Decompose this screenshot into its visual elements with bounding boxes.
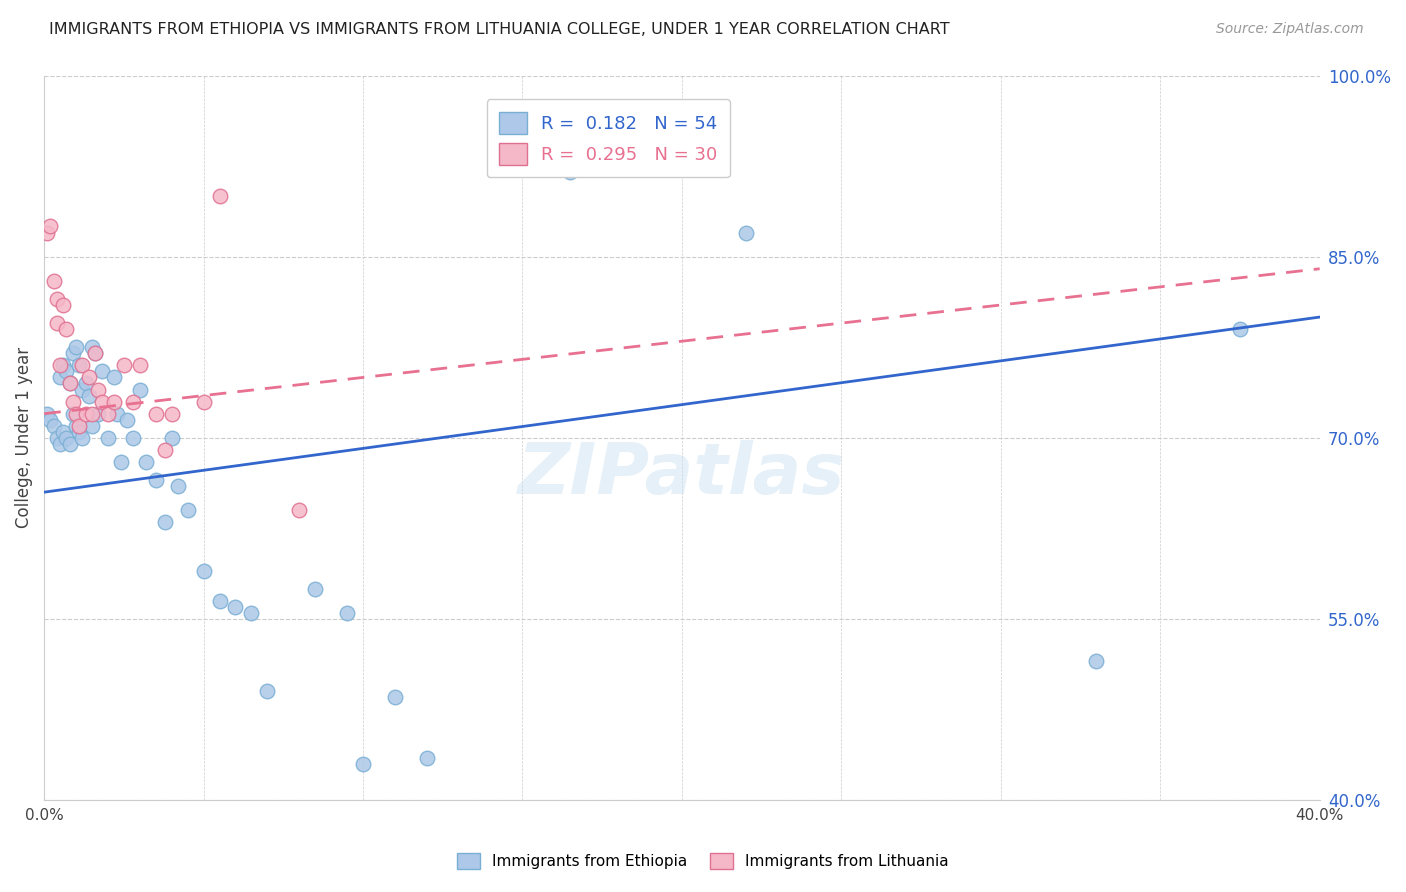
Point	[49, 437, 72, 451]
Point	[352, 756, 374, 771]
Point	[122, 431, 145, 445]
Point	[45, 316, 67, 330]
Point	[67, 425, 90, 439]
Point	[155, 516, 177, 530]
Point	[122, 394, 145, 409]
Point	[77, 370, 100, 384]
Point	[1085, 654, 1108, 668]
Point	[87, 383, 110, 397]
Point	[39, 413, 62, 427]
Point	[560, 165, 582, 179]
Point	[97, 431, 120, 445]
Point	[336, 606, 359, 620]
Point	[155, 442, 177, 457]
Point	[160, 407, 183, 421]
Point	[208, 189, 231, 203]
Point	[84, 346, 107, 360]
Point	[193, 394, 215, 409]
Legend: Immigrants from Ethiopia, Immigrants from Lithuania: Immigrants from Ethiopia, Immigrants fro…	[451, 847, 955, 875]
Point	[65, 407, 87, 421]
Point	[42, 418, 65, 433]
Point	[145, 407, 167, 421]
Point	[67, 359, 90, 373]
Point	[55, 322, 77, 336]
Point	[75, 407, 97, 421]
Point	[97, 407, 120, 421]
Point	[52, 425, 75, 439]
Point	[224, 599, 246, 614]
Point	[107, 407, 129, 421]
Point	[65, 340, 87, 354]
Point	[37, 226, 59, 240]
Point	[384, 690, 406, 705]
Point	[90, 394, 112, 409]
Point	[115, 413, 138, 427]
Point	[110, 455, 132, 469]
Point	[75, 376, 97, 391]
Text: Source: ZipAtlas.com: Source: ZipAtlas.com	[1216, 22, 1364, 37]
Point	[65, 418, 87, 433]
Point	[84, 346, 107, 360]
Point	[62, 394, 84, 409]
Point	[80, 418, 103, 433]
Point	[72, 359, 94, 373]
Point	[128, 383, 150, 397]
Point	[49, 370, 72, 384]
Point	[59, 376, 82, 391]
Point	[37, 407, 59, 421]
Point	[208, 594, 231, 608]
Point	[256, 684, 278, 698]
Point	[52, 298, 75, 312]
Point	[59, 437, 82, 451]
Point	[112, 359, 135, 373]
Point	[87, 407, 110, 421]
Point	[304, 582, 326, 596]
Point	[39, 219, 62, 234]
Point	[145, 473, 167, 487]
Point	[49, 359, 72, 373]
Point	[72, 383, 94, 397]
Point	[103, 394, 125, 409]
Point	[90, 364, 112, 378]
Point	[55, 364, 77, 378]
Point	[193, 564, 215, 578]
Point	[734, 226, 756, 240]
Point	[80, 340, 103, 354]
Point	[167, 479, 190, 493]
Text: ZIPatlas: ZIPatlas	[519, 440, 845, 508]
Point	[176, 503, 198, 517]
Point	[416, 751, 439, 765]
Point	[1229, 322, 1251, 336]
Y-axis label: College, Under 1 year: College, Under 1 year	[15, 347, 32, 528]
Point	[62, 346, 84, 360]
Point	[45, 292, 67, 306]
Point	[67, 418, 90, 433]
Point	[77, 388, 100, 402]
Point	[135, 455, 157, 469]
Point	[42, 274, 65, 288]
Point	[72, 431, 94, 445]
Point	[160, 431, 183, 445]
Point	[103, 370, 125, 384]
Point	[45, 431, 67, 445]
Point	[240, 606, 263, 620]
Point	[59, 376, 82, 391]
Point	[55, 431, 77, 445]
Point	[128, 359, 150, 373]
Text: IMMIGRANTS FROM ETHIOPIA VS IMMIGRANTS FROM LITHUANIA COLLEGE, UNDER 1 YEAR CORR: IMMIGRANTS FROM ETHIOPIA VS IMMIGRANTS F…	[49, 22, 950, 37]
Legend: R =  0.182   N = 54, R =  0.295   N = 30: R = 0.182 N = 54, R = 0.295 N = 30	[486, 99, 730, 178]
Point	[80, 407, 103, 421]
Point	[52, 359, 75, 373]
Point	[288, 503, 311, 517]
Point	[62, 407, 84, 421]
